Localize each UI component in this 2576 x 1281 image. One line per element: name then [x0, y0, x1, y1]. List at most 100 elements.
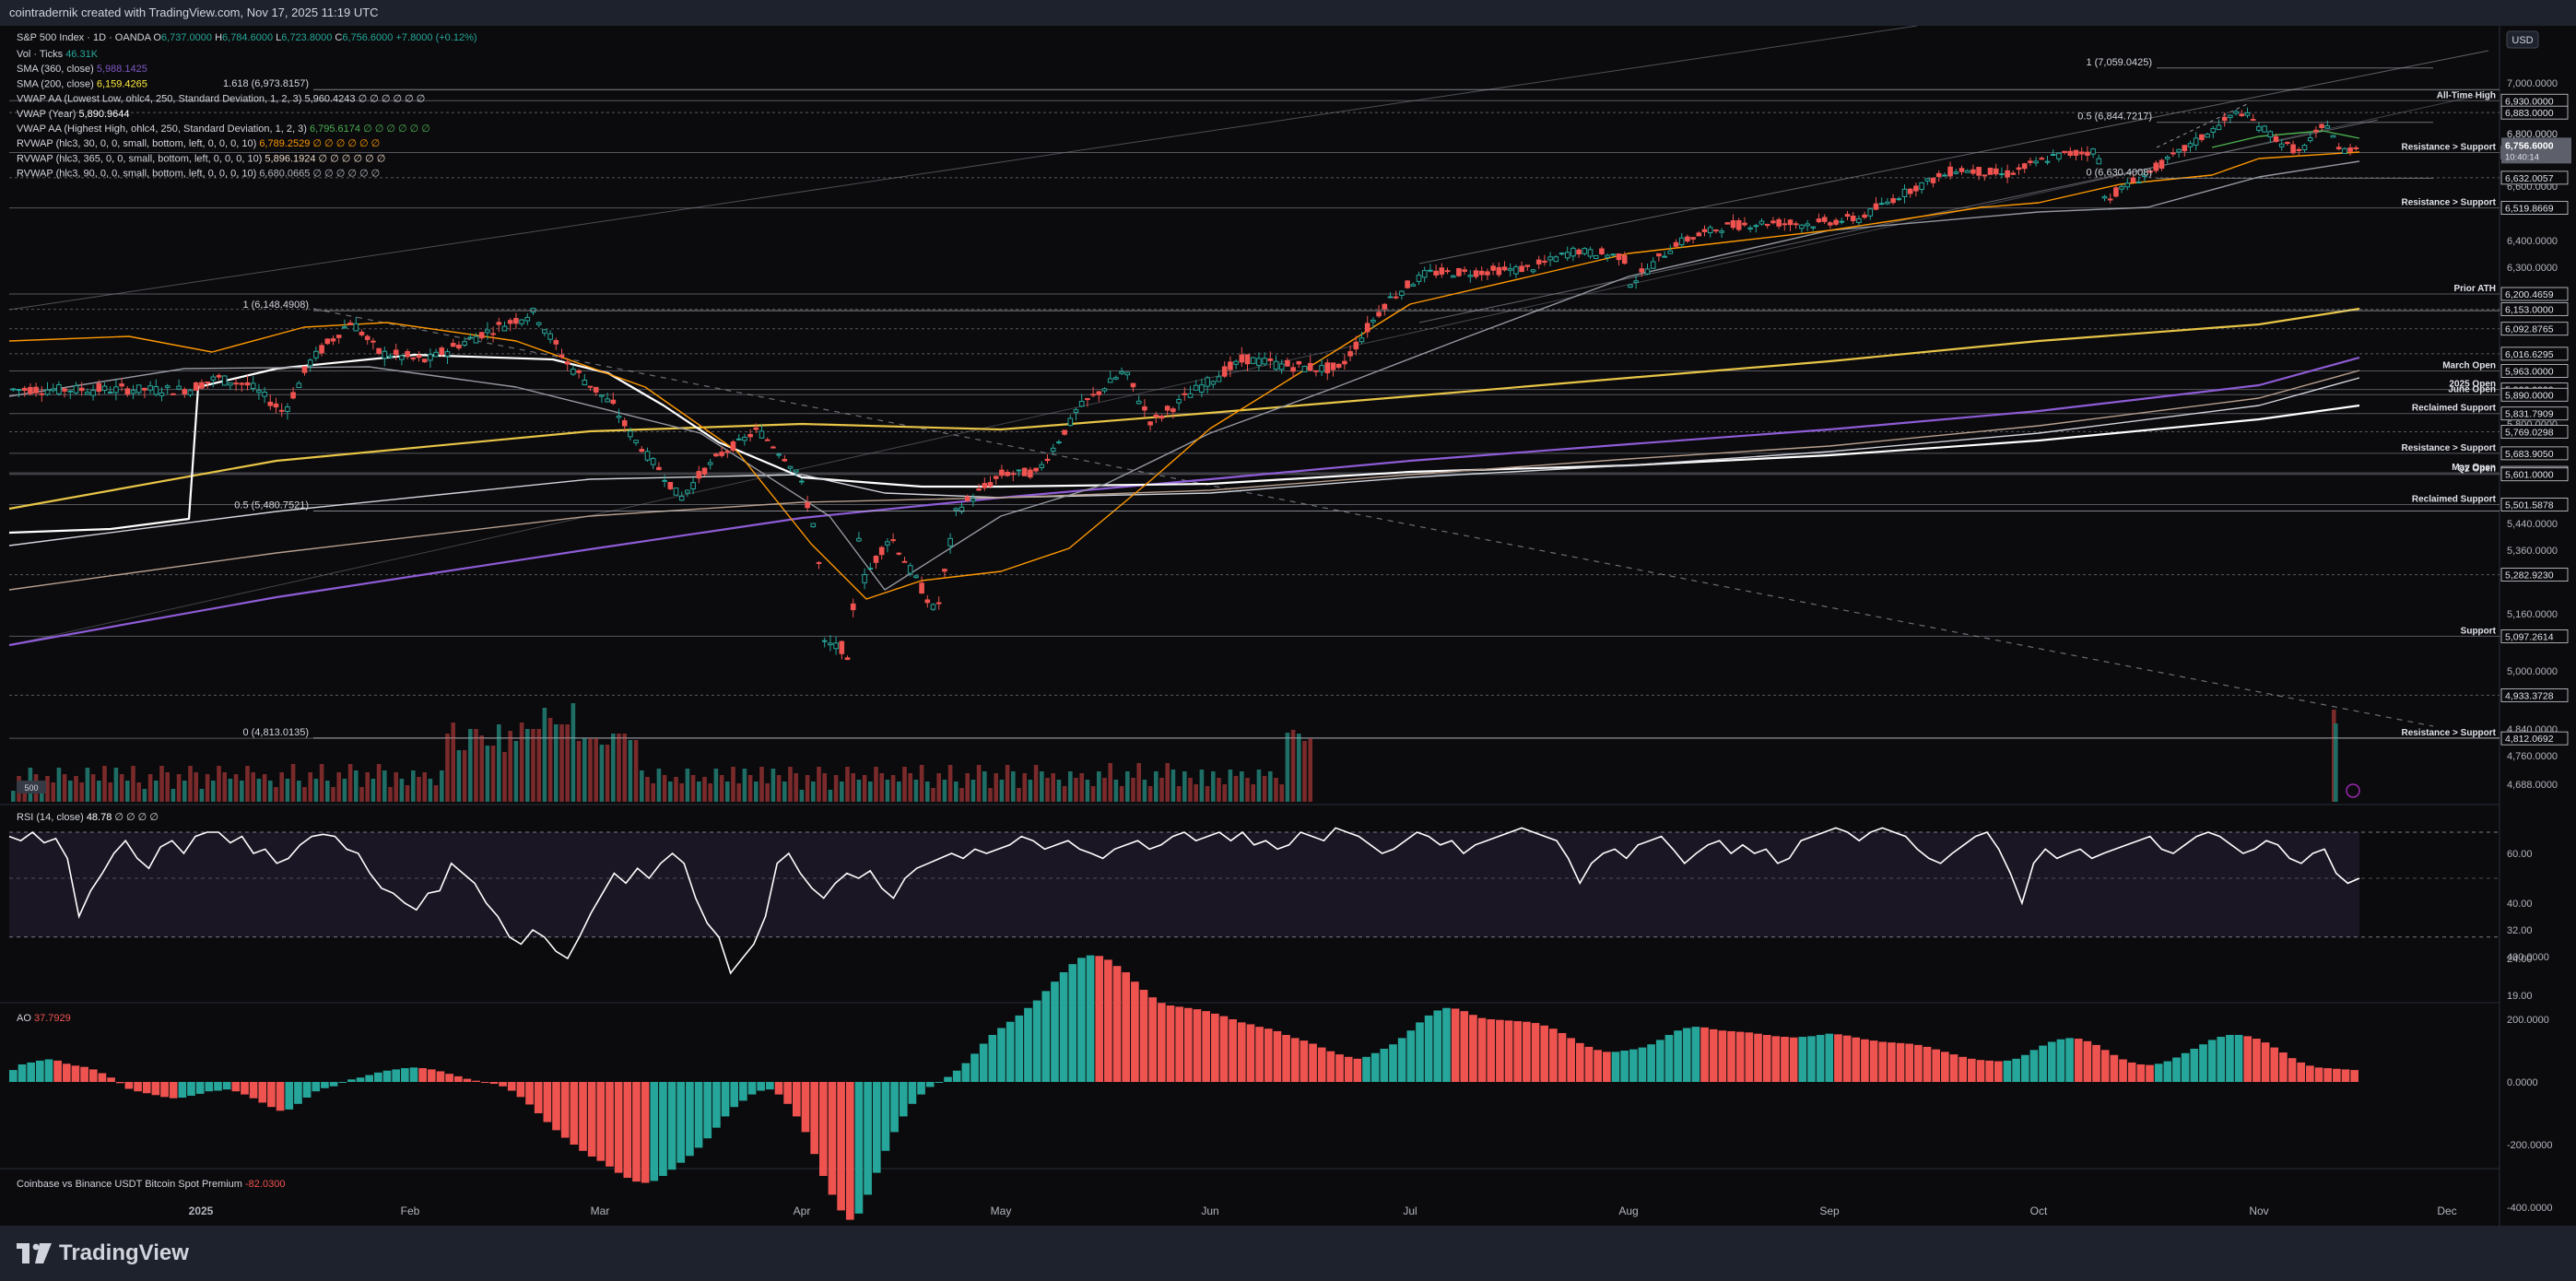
fib-diagonal [2156, 102, 2250, 148]
candle-body [1787, 219, 1794, 226]
candle-body [633, 440, 639, 444]
ao-bar [1771, 1036, 1781, 1082]
ao-bar [837, 1082, 845, 1211]
candle-body [1844, 214, 1851, 217]
volume-bar [125, 781, 130, 802]
candle-body [2050, 154, 2056, 157]
candle-body [1028, 469, 1033, 478]
volume-bar [525, 729, 530, 802]
ao-bar [18, 1064, 27, 1082]
ao-bar [382, 1070, 392, 1082]
ao-bar [1718, 1030, 1727, 1082]
candle-body [153, 386, 159, 395]
candle-body [16, 389, 22, 392]
candle-body [1428, 269, 1433, 272]
ao-bar [854, 1082, 864, 1214]
candle-body [1507, 268, 1513, 271]
ao-bar [2288, 1058, 2297, 1082]
candle-body [707, 462, 713, 465]
candle-body [2107, 198, 2113, 201]
candle-body [2335, 147, 2342, 150]
volume-bar [817, 767, 821, 802]
volume-bar [274, 787, 278, 802]
volume-bar [513, 741, 519, 802]
ao-bar [534, 1082, 543, 1113]
candle-body [1005, 471, 1010, 476]
indicator-legend-item: VWAP AA (Lowest Low, ohlc4, 250, Standar… [17, 94, 425, 105]
candle-body [159, 392, 165, 396]
ao-bar [2020, 1054, 2029, 1082]
legend-part: C [335, 32, 342, 43]
fibonacci-levels: 1.618 (6,973.8157) 1 (6,148.4908) 0.5 (5,4… [223, 57, 2500, 739]
ao-bar [1015, 1015, 1024, 1082]
volume-bar [1005, 765, 1010, 802]
candle-body [1301, 366, 1308, 372]
volume-bar [1251, 784, 1255, 802]
candle-body [1639, 268, 1645, 273]
ao-bar [436, 1071, 445, 1082]
candle-body [485, 329, 490, 334]
candle-body [793, 469, 799, 473]
tradingview-logo[interactable]: TradingView [17, 1240, 189, 1266]
candle-body [1524, 264, 1531, 267]
candle-body [628, 430, 633, 438]
candle-body [2005, 170, 2010, 178]
candle-body [1993, 168, 1999, 175]
current-price-tag [2501, 137, 2571, 164]
ao-bar [312, 1082, 321, 1092]
candle-body [182, 389, 188, 394]
ao-bar [2163, 1061, 2172, 1082]
candle-body [621, 420, 628, 427]
chart-canvas[interactable]: All-Time High Resistance > Support Resista… [0, 26, 2576, 1226]
level-label: May Open [2452, 463, 2496, 473]
volume-bar [336, 772, 341, 802]
candle-body [2090, 148, 2096, 155]
level-label: Resistance > Support [2401, 728, 2496, 738]
candle-body [1719, 230, 1724, 233]
ao-bar [115, 1082, 124, 1084]
x-tick-label: Oct [2030, 1205, 2048, 1217]
ao-bar [2243, 1036, 2253, 1082]
x-tick-label: Jul [1403, 1205, 1417, 1217]
ao-bar [2092, 1044, 2100, 1082]
ao-bar [2199, 1044, 2207, 1082]
candle-body [987, 482, 994, 488]
candle-body [1273, 360, 1279, 370]
candle-body [2307, 137, 2313, 142]
candle-body [1044, 458, 1051, 462]
legend-part: 6,784.6000 [222, 32, 276, 43]
candle-body [1559, 253, 1565, 255]
volume-bar [394, 772, 398, 802]
ao-bar [1255, 1027, 1264, 1082]
candle-body [1678, 237, 1685, 246]
volume-bar [388, 787, 393, 802]
ao-bar [650, 1082, 659, 1181]
candle-body [1519, 265, 1524, 273]
candle-body [2301, 145, 2308, 151]
volume-bar [965, 773, 970, 802]
ao-bar [1424, 1015, 1433, 1082]
candle-body [959, 506, 965, 512]
candle-body [701, 467, 708, 475]
volume-bar [279, 772, 284, 802]
x-tick-label: Feb [401, 1205, 420, 1217]
level-tag-text: 6,883.0000 [2505, 108, 2554, 119]
candle-body [1770, 220, 1776, 224]
volume-bar [770, 769, 776, 802]
ao-bar [169, 1082, 178, 1099]
candle-body [1330, 362, 1336, 370]
candle-body [405, 351, 410, 358]
candle-body [1285, 359, 1290, 367]
candle-body [1364, 323, 1370, 333]
candle-body [1759, 220, 1765, 225]
candle-body [1239, 354, 1245, 363]
rsi-pane: RSI (14, close) 48.78 ∅ ∅ ∅ ∅ 60.00 40.00 3… [8, 812, 2533, 1002]
level-label: Reclaimed Support [2412, 404, 2497, 414]
candle-body [976, 488, 982, 491]
volume-bar [954, 782, 959, 802]
ao-bar [231, 1082, 241, 1092]
volume-bar [1233, 776, 1239, 802]
volume-bar [970, 780, 976, 802]
premium-pane: Coinbase vs Binance USDT Bitcoin Spot Pr… [17, 1179, 285, 1190]
candle-body [1553, 256, 1559, 263]
